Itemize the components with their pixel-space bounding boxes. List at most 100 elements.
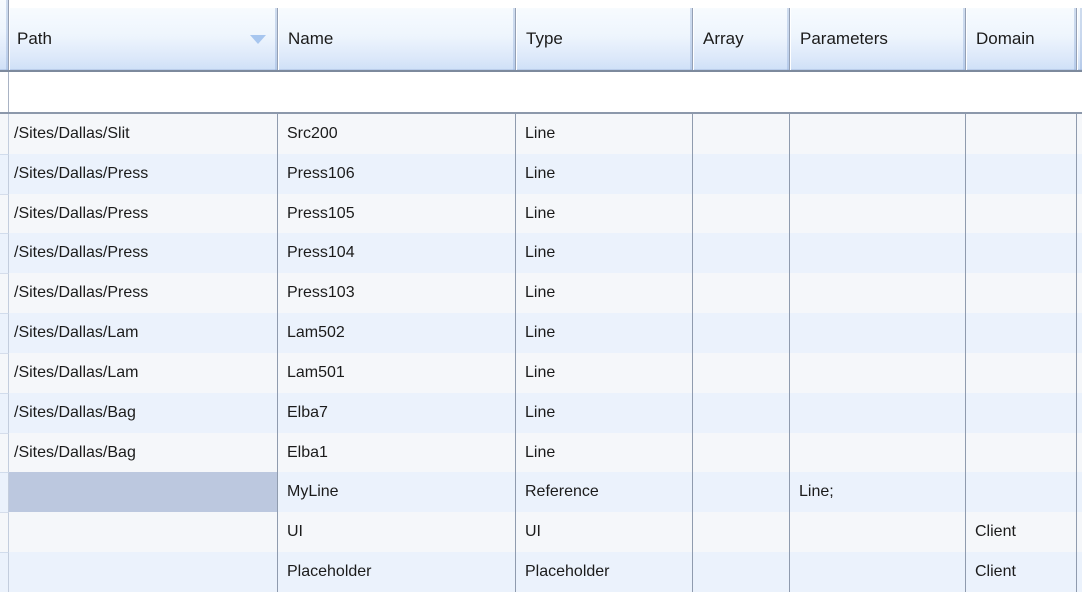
row-selector[interactable]: [0, 432, 9, 473]
table-row-selected: MyLine Reference Line;: [0, 472, 1082, 513]
cell-domain[interactable]: [966, 273, 1077, 314]
cell-parameters[interactable]: [790, 193, 966, 234]
table-row: /Sites/Dallas/Lam Lam501 Line: [0, 352, 1082, 393]
row-selector[interactable]: [0, 392, 9, 433]
cell-array[interactable]: [693, 432, 790, 473]
row-selector[interactable]: [0, 352, 9, 393]
column-header-parameters[interactable]: Parameters: [790, 8, 966, 70]
cell-parameters[interactable]: [790, 392, 966, 433]
cell-path-selected[interactable]: [9, 472, 278, 513]
cell-name[interactable]: Lam501: [278, 352, 516, 393]
cell-parameters[interactable]: [790, 114, 966, 154]
cell-array[interactable]: [693, 552, 790, 592]
cell-parameters[interactable]: [790, 552, 966, 592]
cell-name[interactable]: UI: [278, 512, 516, 553]
cell-path[interactable]: [9, 512, 278, 553]
cell-domain[interactable]: [966, 352, 1077, 393]
cell-array[interactable]: [693, 273, 790, 314]
cell-path[interactable]: /Sites/Dallas/Press: [9, 153, 278, 194]
new-item-row[interactable]: [0, 72, 1082, 112]
column-header-domain[interactable]: Domain: [966, 8, 1077, 70]
cell-type[interactable]: Line: [516, 114, 693, 154]
cell-domain[interactable]: [966, 472, 1077, 513]
row-selector[interactable]: [0, 552, 9, 592]
row-selector[interactable]: [0, 233, 9, 274]
cell-type[interactable]: Reference: [516, 472, 693, 513]
cell-name[interactable]: Press103: [278, 273, 516, 314]
cell-name[interactable]: Press104: [278, 233, 516, 274]
cell-array[interactable]: [693, 153, 790, 194]
cell-partial: [1077, 233, 1082, 273]
cell-path[interactable]: /Sites/Dallas/Press: [9, 233, 278, 274]
column-header-path[interactable]: Path: [9, 8, 278, 70]
row-selector[interactable]: [0, 193, 9, 234]
cell-type[interactable]: Line: [516, 432, 693, 473]
cell-name[interactable]: Press106: [278, 153, 516, 194]
cell-type[interactable]: Line: [516, 392, 693, 433]
cell-path[interactable]: /Sites/Dallas/Press: [9, 273, 278, 314]
cell-path[interactable]: /Sites/Dallas/Lam: [9, 352, 278, 393]
table-row: /Sites/Dallas/Bag Elba1 Line: [0, 432, 1082, 473]
cell-name[interactable]: Placeholder: [278, 552, 516, 592]
column-header-array[interactable]: Array: [693, 8, 790, 70]
cell-type[interactable]: Line: [516, 352, 693, 393]
cell-parameters[interactable]: [790, 273, 966, 314]
cell-name[interactable]: Elba1: [278, 432, 516, 473]
cell-name[interactable]: MyLine: [278, 472, 516, 513]
row-selector[interactable]: [0, 512, 9, 553]
cell-array[interactable]: [693, 233, 790, 274]
cell-path[interactable]: /Sites/Dallas/Bag: [9, 392, 278, 433]
cell-domain[interactable]: [966, 392, 1077, 433]
column-header-name[interactable]: Name: [278, 8, 516, 70]
cell-parameters[interactable]: [790, 153, 966, 194]
cell-type[interactable]: Line: [516, 233, 693, 274]
cell-parameters[interactable]: [790, 432, 966, 473]
grid-divider: [0, 112, 1082, 114]
row-header-corner: [0, 0, 9, 70]
cell-array[interactable]: [693, 193, 790, 234]
cell-domain[interactable]: [966, 153, 1077, 194]
cell-parameters[interactable]: [790, 512, 966, 553]
cell-name[interactable]: Elba7: [278, 392, 516, 433]
cell-domain[interactable]: [966, 313, 1077, 353]
row-selector[interactable]: [0, 273, 9, 314]
column-header-type[interactable]: Type: [516, 8, 693, 70]
cell-type[interactable]: Placeholder: [516, 552, 693, 592]
cell-domain[interactable]: Client: [966, 552, 1077, 592]
cell-name[interactable]: Press105: [278, 193, 516, 234]
cell-array[interactable]: [693, 392, 790, 433]
cell-domain[interactable]: [966, 233, 1077, 274]
cell-parameters[interactable]: Line;: [790, 472, 966, 513]
cell-type[interactable]: Line: [516, 313, 693, 353]
cell-type[interactable]: Line: [516, 153, 693, 194]
cell-parameters[interactable]: [790, 352, 966, 393]
cell-array[interactable]: [693, 114, 790, 154]
cell-type[interactable]: Line: [516, 273, 693, 314]
cell-array[interactable]: [693, 313, 790, 353]
cell-path[interactable]: /Sites/Dallas/Press: [9, 193, 278, 234]
cell-array[interactable]: [693, 512, 790, 553]
cell-array[interactable]: [693, 352, 790, 393]
cell-parameters[interactable]: [790, 233, 966, 274]
cell-parameters[interactable]: [790, 313, 966, 353]
row-selector[interactable]: [0, 114, 9, 154]
cell-name[interactable]: Lam502: [278, 313, 516, 353]
table-row: /Sites/Dallas/Press Press104 Line: [0, 233, 1082, 274]
table-row: /Sites/Dallas/Lam Lam502 Line: [0, 313, 1082, 353]
cell-path[interactable]: /Sites/Dallas/Slit: [9, 114, 278, 154]
row-selector[interactable]: [0, 153, 9, 194]
cell-type[interactable]: UI: [516, 512, 693, 553]
cell-type[interactable]: Line: [516, 193, 693, 234]
cell-path[interactable]: [9, 552, 278, 592]
cell-array[interactable]: [693, 472, 790, 513]
cell-path[interactable]: /Sites/Dallas/Bag: [9, 432, 278, 473]
row-selector[interactable]: [0, 472, 9, 513]
cell-domain[interactable]: Client: [966, 512, 1077, 553]
column-header-array-label: Array: [703, 29, 744, 48]
cell-name[interactable]: Src200: [278, 114, 516, 154]
cell-domain[interactable]: [966, 114, 1077, 154]
cell-path[interactable]: /Sites/Dallas/Lam: [9, 313, 278, 353]
cell-domain[interactable]: [966, 193, 1077, 234]
cell-domain[interactable]: [966, 432, 1077, 473]
row-selector[interactable]: [0, 313, 9, 353]
